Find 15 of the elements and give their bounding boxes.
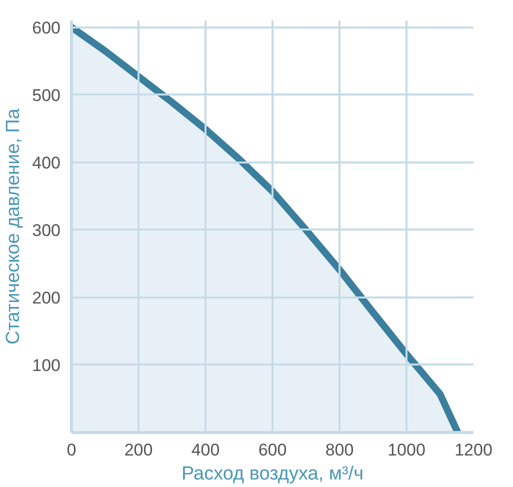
x-tick-label: 400	[191, 440, 220, 460]
y-tick-label: 400	[32, 153, 61, 172]
x-axis-title: Расход воздуха, м³/ч	[182, 464, 364, 484]
y-tick-label: 100	[32, 356, 61, 375]
x-tick-label: 200	[124, 440, 153, 460]
y-axis-title: Статическое давление, Па	[3, 108, 24, 344]
x-tick-label: 1200	[454, 440, 492, 460]
x-tick-label: 800	[325, 440, 354, 460]
x-tick-label: 600	[258, 440, 287, 460]
x-tick-label: 1000	[388, 440, 426, 460]
y-tick-label: 200	[32, 288, 61, 308]
y-tick-label: 500	[32, 86, 61, 105]
y-tick-label: 600	[32, 18, 61, 38]
y-tick-label: 300	[32, 220, 61, 240]
x-tick-label: 0	[66, 440, 76, 460]
